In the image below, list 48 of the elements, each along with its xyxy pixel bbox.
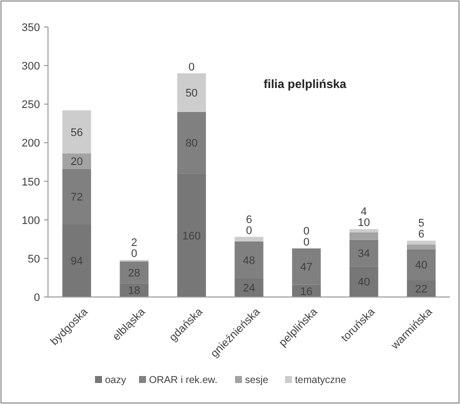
legend-label: ORAR i rek.ew. [149,375,218,386]
y-tick-label: 200 [22,138,40,150]
data-label: 34 [358,248,370,260]
legend-label: sesje [245,375,269,386]
data-label: 5 [418,218,424,230]
y-tick-label: 250 [22,99,40,112]
data-label: 56 [70,126,83,139]
data-label: 72 [70,192,83,204]
y-tick-label: 300 [22,60,40,73]
data-label: 6 [418,228,424,241]
y-tick-label: 350 [22,22,40,34]
data-label: 4 [360,206,367,218]
data-label: 16 [300,286,313,298]
data-label: 160 [182,230,201,242]
data-label: 0 [303,236,310,248]
bar [350,229,378,232]
y-tick-label: 100 [22,214,40,227]
data-label: 22 [415,284,428,296]
data-label: 0 [303,225,310,238]
data-label: 50 [185,88,198,100]
y-tick-label: 150 [22,176,40,188]
data-label: 24 [242,282,256,295]
data-label: 40 [415,260,428,272]
data-label: 18 [128,285,140,298]
data-label: 0 [188,61,195,74]
bar [406,244,436,250]
data-label: 10 [358,217,370,230]
data-label: 2 [131,236,138,249]
data-label: 0 [131,248,138,260]
data-label: 80 [185,138,198,150]
data-label: 20 [70,156,83,168]
bar [62,110,92,154]
bar [234,236,264,242]
data-label: 40 [358,276,370,289]
data-label: 0 [246,224,252,237]
y-tick-label: 50 [28,253,40,266]
data-label: 48 [242,254,256,267]
bar [177,73,206,112]
data-label: 6 [246,214,252,226]
legend-label: oazy [105,375,126,386]
y-tick-label: 0 [34,292,40,304]
data-label: 94 [70,256,83,268]
bar [406,240,436,245]
text: filia pelplińska [264,77,347,91]
bar [350,232,378,240]
legend-label: tematyczne [295,375,347,386]
data-label: 47 [300,262,313,274]
data-label: 28 [128,267,140,280]
